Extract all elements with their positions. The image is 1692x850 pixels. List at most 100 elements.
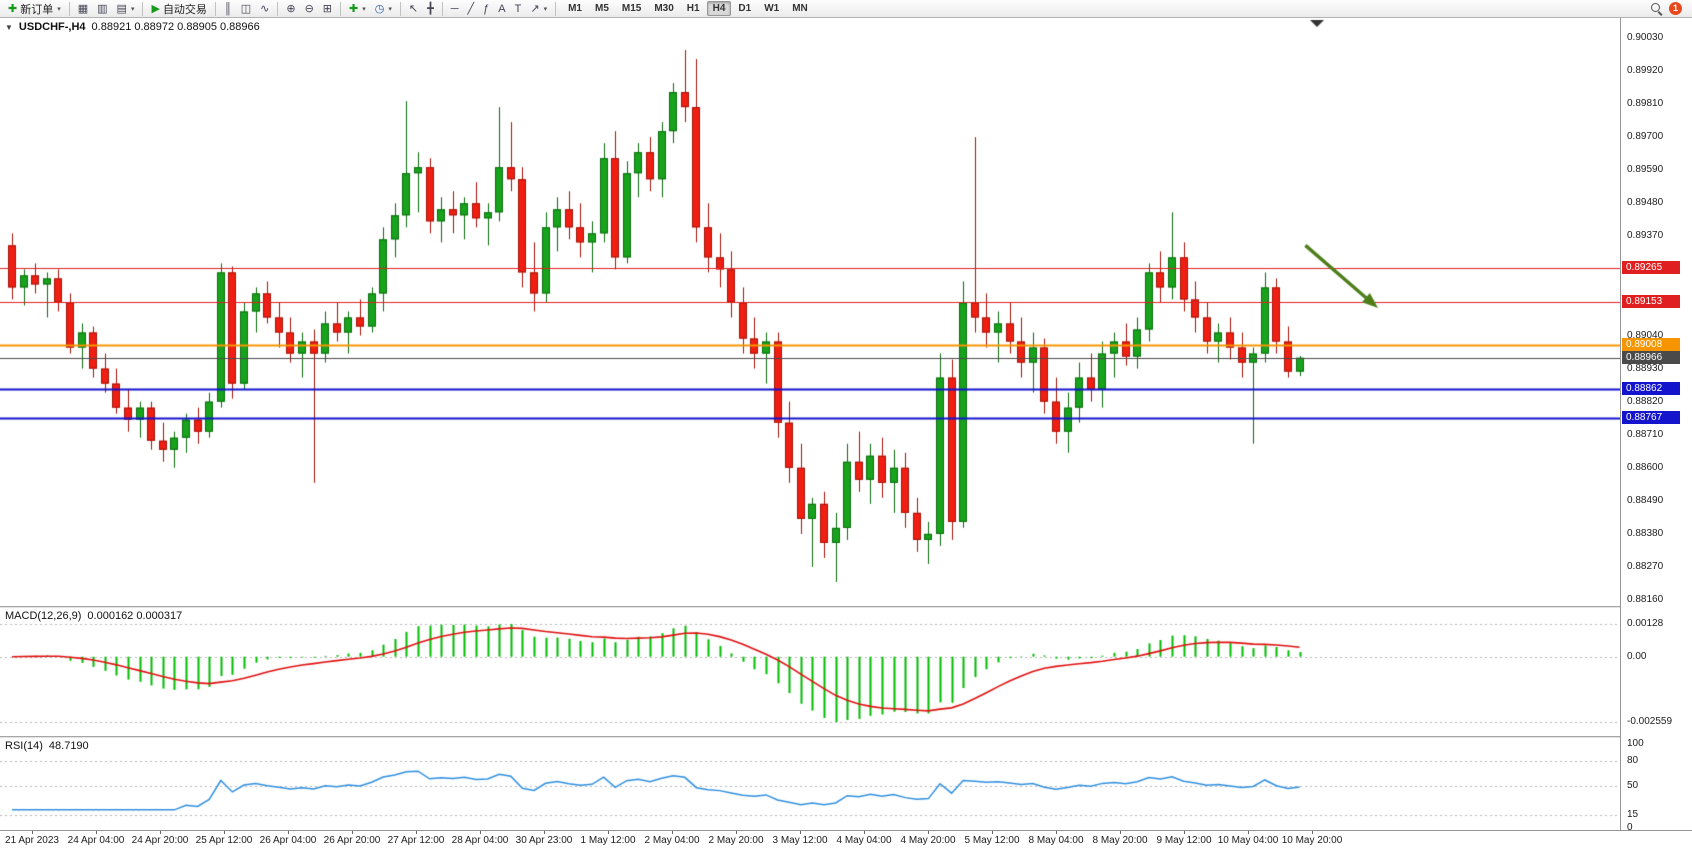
toolbar-separator [68,1,70,16]
time-axis-label: 26 Apr 04:00 [259,835,317,846]
chevron-down-icon: ▾ [57,5,61,13]
new-order-button[interactable]: ✚ 新订单 ▾ [4,1,65,17]
timeframe-d1[interactable]: D1 [738,3,752,14]
arrows-tool-icon: ↗ [530,2,540,15]
toolbar-separator [399,1,401,16]
timeframe-m30[interactable]: M30 [654,3,674,14]
price-axis-label: 0.89700 [1627,131,1664,143]
price-axis-label: 0.88380 [1627,527,1664,539]
templates-icon: ▤ [116,2,127,15]
time-axis-tick [608,831,609,834]
price-axis-label: 0.89370 [1627,230,1664,242]
timeframe-h4[interactable]: H4 [706,1,732,16]
horizontal-line-button[interactable]: ─ [447,1,463,17]
price-axis-label: 0.89920 [1627,65,1664,77]
horizontal-line-icon: ─ [450,2,459,15]
macd-canvas[interactable] [0,608,1620,736]
text-tool-button[interactable]: A [494,1,509,17]
time-axis-tick [1312,831,1313,834]
bar-chart-button[interactable]: ║ [220,1,236,17]
cursor-icon: ↖ [408,2,419,15]
rsi-axis-label: 50 [1627,780,1639,791]
chevron-down-icon: ▾ [543,5,548,13]
zoom-out-icon: ⊖ [304,2,314,15]
time-axis-tick [480,831,481,834]
time-axis-label: 25 Apr 12:00 [195,835,253,846]
market-watch-icon: ▥ [97,2,108,15]
time-axis-tick [416,831,417,834]
time-axis-label: 4 May 04:00 [836,835,892,846]
time-axis-tick [736,831,737,834]
timeframe-m1[interactable]: M1 [568,3,582,14]
price-chart-canvas[interactable] [0,18,1620,606]
periods-button[interactable]: ◷ ▾ [371,1,396,17]
chart-title: ▼ USDCHF-,H4 0.88921 0.88972 0.88905 0.8… [5,21,260,33]
panel-divider[interactable] [0,606,1692,608]
trendline-button[interactable]: ╱ [464,1,479,17]
zoom-in-button[interactable]: ⊕ [282,1,299,17]
crosshair-button[interactable]: ╋ [423,1,438,17]
time-axis-tick [96,831,97,834]
timeframe-w1[interactable]: W1 [764,3,780,14]
tile-windows-button[interactable]: ⊞ [319,1,336,17]
rsi-label: RSI(14) 48.7190 [5,740,89,752]
macd-axis-label: -0.002559 [1627,716,1673,727]
panel-divider[interactable] [0,736,1692,738]
time-axis-tick [352,831,353,834]
time-axis[interactable]: 21 Apr 2023 24 Apr 04:00 24 Apr 20:00 25 Ap… [0,830,1692,850]
auto-trading-button[interactable]: ▶ 自动交易 [147,1,210,17]
timeframe-mn[interactable]: MN [792,3,808,14]
price-axis-label: 0.88710 [1627,428,1664,440]
search-icon[interactable] [1650,2,1663,15]
zoom-out-button[interactable]: ⊖ [301,1,318,17]
time-axis-tick [1056,831,1057,834]
charts-icon: ▦ [77,2,89,15]
arrows-tool-button[interactable]: ↗ ▾ [526,1,551,17]
chevron-down-icon: ▾ [388,5,392,13]
new-order-icon: ✚ [8,2,18,15]
time-axis-tick [672,831,673,834]
time-axis-label: 8 May 20:00 [1092,835,1148,846]
rsi-panel: RSI(14) 48.7190 [0,738,1620,830]
time-axis-tick [160,831,161,834]
price-axis-label: 0.90030 [1627,32,1664,43]
timeframe-m5[interactable]: M5 [594,3,609,14]
notification-badge[interactable]: 1 [1669,2,1682,15]
time-axis-label: 5 May 12:00 [964,835,1020,846]
time-axis-tick [1248,831,1249,834]
price-axis[interactable]: 0.90030 0.89920 0.89810 0.89700 0.89590 0.894… [1620,18,1692,833]
indicators-button[interactable]: ✚ ▾ [345,1,370,17]
timeframe-m15[interactable]: M15 [621,3,642,14]
time-axis-tick [1120,831,1121,834]
timeframe-h1[interactable]: H1 [686,3,700,14]
templates-button[interactable]: ▤ ▾ [113,1,139,17]
cursor-button[interactable]: ↖ [405,1,422,17]
line-chart-button[interactable]: ∿ [256,1,273,17]
level-price-badge: 0.89153 [1622,294,1680,308]
time-axis-tick [800,831,801,834]
rsi-canvas[interactable] [0,738,1620,830]
time-axis-label: 24 Apr 04:00 [67,835,125,846]
market-watch-button[interactable]: ▥ [93,1,111,17]
add-indicator-icon: ✚ [349,2,359,15]
price-axis-label: 0.89810 [1627,98,1664,110]
auto-trading-play-icon: ▶ [151,2,160,15]
candle-chart-button[interactable]: ◫ [237,1,255,17]
level-price-badge: 0.89008 [1622,338,1680,352]
fibonacci-button[interactable]: ƒ [479,1,493,17]
label-tool-button[interactable]: T [511,1,526,17]
chevron-down-icon: ▾ [362,5,366,13]
collapse-triangle-icon[interactable]: ▼ [5,23,13,32]
toolbar-right: 1 [1650,2,1688,15]
macd-axis-label: 0.00 [1627,650,1647,662]
time-axis-tick [864,831,865,834]
toolbar-separator [142,1,144,16]
label-tool-icon: T [514,2,522,15]
symbol-timeframe-label: USDCHF-,H4 [18,21,86,33]
level-price-badge: 0.88767 [1622,410,1680,424]
new-order-label: 新订单 [20,3,54,16]
macd-axis-label: 0.00128 [1627,618,1664,629]
price-axis-label: 0.88160 [1627,594,1664,605]
time-axis-label: 2 May 04:00 [644,835,700,846]
charts-button[interactable]: ▦ [74,1,92,17]
